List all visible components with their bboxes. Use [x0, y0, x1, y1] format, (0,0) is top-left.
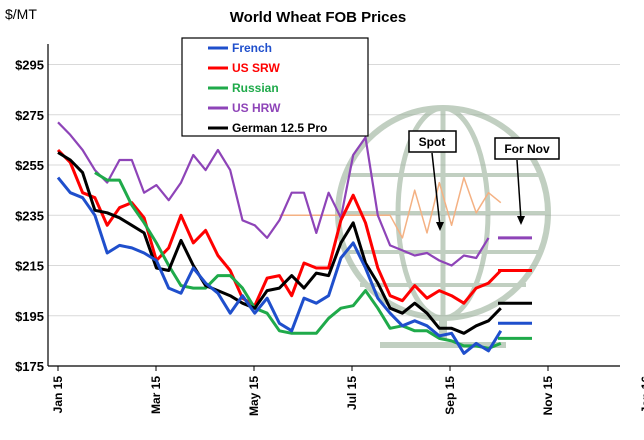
series-line-russian — [94, 171, 502, 350]
y-tick-labels: $175 $195 $215 $235 $255 $275 $295 — [15, 58, 44, 374]
legend-label: US SRW — [232, 61, 280, 75]
forward-markers — [498, 236, 532, 340]
fornov-arrowhead — [517, 216, 525, 225]
series-lines — [56, 121, 503, 355]
y-tick-label: $195 — [15, 309, 44, 324]
x-tick-label: Mar 15 — [149, 376, 163, 414]
legend-label: Russian — [232, 81, 279, 95]
x-tick-label: May 15 — [247, 376, 261, 416]
legend-label: French — [232, 41, 272, 55]
y-tick-label: $215 — [15, 259, 44, 274]
legend: French US SRW Russian US HRW German 12.5 Pro — [181, 37, 369, 137]
y-tick-label: $295 — [15, 58, 44, 73]
y-tick-label: $275 — [15, 108, 44, 123]
spot-label-box — [408, 130, 457, 153]
y-tick-label: $255 — [15, 158, 44, 173]
series-line-german-12-5-pro — [57, 151, 502, 335]
legend-label: German 12.5 Pro — [232, 121, 327, 135]
x-tick-label: Jan 16 — [639, 376, 644, 414]
spot-arrow — [431, 152, 441, 227]
x-tick-label: Sep 15 — [443, 376, 457, 415]
x-tick-label: Jan 15 — [51, 376, 65, 414]
x-tick-label: Nov 15 — [541, 376, 555, 416]
unit-label: $/MT — [5, 6, 37, 22]
spot-label: Spot — [419, 135, 446, 149]
series-line-french — [56, 176, 503, 355]
chart-title: World Wheat FOB Prices — [230, 9, 406, 26]
y-tick-label: $175 — [15, 359, 44, 374]
legend-label: US HRW — [232, 101, 281, 115]
y-tick-label: $235 — [15, 208, 44, 223]
series-line-background — [279, 176, 502, 239]
series-line-us-hrw — [57, 121, 490, 267]
annotations: Spot For Nov — [408, 130, 560, 231]
spot-arrowhead — [436, 222, 444, 231]
axes — [47, 44, 620, 371]
fornov-label-box — [494, 137, 560, 160]
x-tick-labels: Jan 15 Mar 15 May 15 Jul 15 Sep 15 Nov 15 Jan … — [51, 376, 644, 416]
fornov-arrow — [516, 159, 522, 221]
fornov-label: For Nov — [504, 142, 550, 156]
x-tick-label: Jul 15 — [345, 376, 359, 410]
